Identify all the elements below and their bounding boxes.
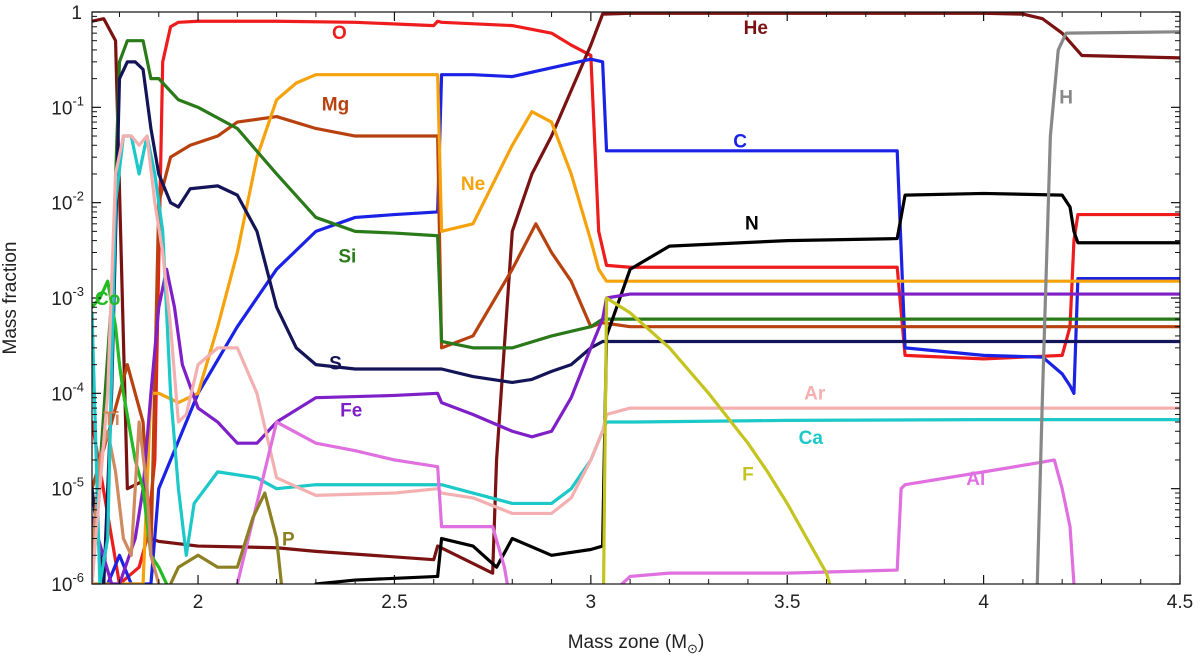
series-label-ca: Ca <box>799 428 824 449</box>
series-label-ne: Ne <box>461 174 485 195</box>
x-tick-label: 4.5 <box>1167 592 1193 613</box>
series-label-mg: Mg <box>322 94 349 115</box>
series-line-o <box>92 19 1180 584</box>
series-label-f: F <box>742 464 754 485</box>
x-tick-label: 3 <box>586 592 597 613</box>
series-line-co <box>92 279 169 584</box>
series-line-f <box>601 296 832 584</box>
series-label-layer: O He C Mg Ne Si S N Fe Co Ti Ca Ar Al F P H <box>95 18 1073 551</box>
series-label-n: N <box>745 213 759 234</box>
x-tick-label: 2 <box>193 592 204 613</box>
series-label-s: S <box>329 354 342 375</box>
x-tick-label: 3.5 <box>774 592 800 613</box>
y-tick-label: 10-1 <box>51 93 84 119</box>
tick-layer: 2 2.5 3 3.5 4 4.5 10-6 10-5 10-4 10-3 10-2 10-1 1 <box>51 3 1193 613</box>
series-label-co: Co <box>95 289 120 310</box>
series-label-si: Si <box>338 246 356 267</box>
series-line-si <box>92 39 1180 584</box>
y-tick-label: 10-2 <box>51 189 84 215</box>
series-layer <box>92 12 1180 584</box>
series-label-al: Al <box>966 469 985 490</box>
series-line-n <box>314 191 1180 584</box>
x-axis-title-sub: ⊙ <box>687 641 698 656</box>
series-line-al <box>235 420 1076 584</box>
x-tick-label: 4 <box>978 592 989 613</box>
series-label-fe: Fe <box>340 400 362 421</box>
x-axis-title-text: Mass zone (M <box>568 632 687 653</box>
series-line-fe <box>92 267 1180 584</box>
series-label-ti: Ti <box>103 409 120 430</box>
x-axis-title: Mass zone (M⊙) <box>568 632 705 656</box>
y-tick-label: 10-4 <box>51 379 84 405</box>
series-line-s <box>92 60 1180 584</box>
y-tick-label: 10-3 <box>51 284 84 310</box>
y-axis-title: Mass fraction <box>0 242 21 355</box>
series-line-p <box>168 491 284 584</box>
y-tick-label: 10-5 <box>51 475 84 501</box>
series-label-he: He <box>744 18 768 39</box>
series-label-p: P <box>282 530 295 551</box>
y-tick-label: 10-6 <box>51 570 84 596</box>
x-axis-title-close: ) <box>698 632 704 653</box>
series-label-h: H <box>1059 87 1073 108</box>
series-line-h <box>1035 30 1180 584</box>
series-label-ar: Ar <box>804 384 826 405</box>
series-label-o: O <box>332 23 347 44</box>
series-line-ar <box>92 134 1180 584</box>
x-tick-label: 2.5 <box>381 592 407 613</box>
series-label-c: C <box>733 131 747 152</box>
series-line-mg <box>92 114 1180 557</box>
y-tick-label: 1 <box>71 3 82 24</box>
